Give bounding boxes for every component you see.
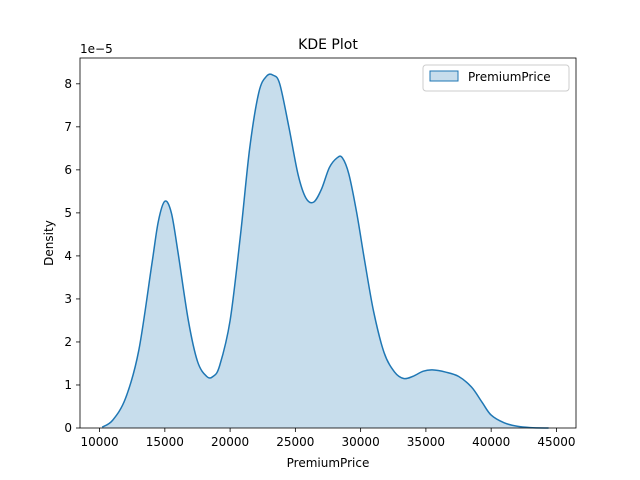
- x-axis-ticks: 10000 15000 20000 25000 30000 35000 40000 45000: [80, 428, 576, 449]
- x-tick-label: 10000: [80, 435, 118, 449]
- y-axis-ticks: 0 1 2 3 4 5 6 7 8: [64, 77, 80, 435]
- legend: PremiumPrice: [422, 64, 570, 92]
- plot-area: [101, 73, 549, 429]
- y-tick-label: 0: [64, 421, 72, 435]
- density-curve: [101, 73, 549, 429]
- x-tick-label: 15000: [146, 435, 184, 449]
- density-area-fill: [102, 74, 549, 428]
- x-tick-label: 35000: [407, 435, 445, 449]
- x-axis-label: PremiumPrice: [287, 456, 370, 470]
- x-tick-label: 25000: [276, 435, 314, 449]
- legend-box: [422, 64, 570, 92]
- x-tick-label: 40000: [472, 435, 510, 449]
- chart-title: KDE Plot: [298, 37, 358, 53]
- y-tick-label: 8: [64, 77, 72, 91]
- y-tick-label: 5: [64, 206, 72, 220]
- legend-swatch: [429, 70, 459, 82]
- y-tick-label: 1: [64, 378, 72, 392]
- y-tick-label: 3: [64, 292, 72, 306]
- x-tick-label: 30000: [342, 435, 380, 449]
- plot-frame: [79, 57, 577, 429]
- y-offset-label: 1e−5: [80, 42, 113, 56]
- x-tick-label: 45000: [537, 435, 575, 449]
- y-tick-label: 4: [64, 249, 72, 263]
- y-axis-label: Density: [42, 220, 56, 266]
- y-tick-label: 6: [64, 163, 72, 177]
- y-tick-label: 7: [64, 120, 72, 134]
- x-tick-label: 20000: [211, 435, 249, 449]
- legend-label: PremiumPrice: [468, 70, 551, 84]
- y-tick-label: 2: [64, 335, 72, 349]
